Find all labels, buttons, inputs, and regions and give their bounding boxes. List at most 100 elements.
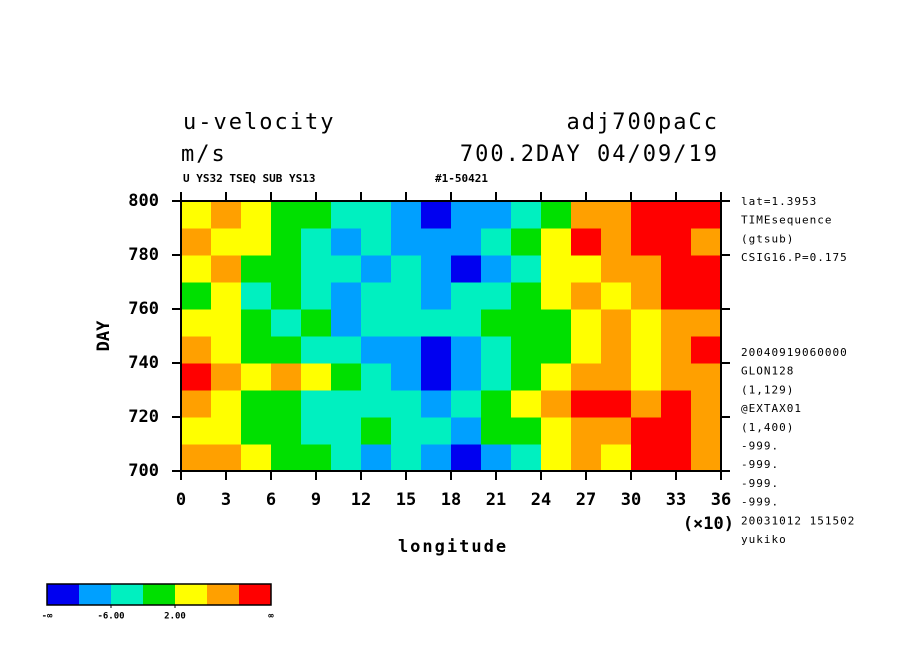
cell — [451, 390, 482, 418]
cell — [301, 363, 332, 391]
cell — [451, 417, 482, 445]
colorbar-frame — [46, 583, 272, 606]
cell — [271, 309, 302, 337]
cell — [181, 336, 212, 364]
colorbar-box — [239, 584, 271, 605]
cell — [181, 282, 212, 310]
colorbar-box — [143, 584, 175, 605]
cell — [571, 336, 602, 364]
cell — [331, 336, 362, 364]
cell — [181, 444, 212, 472]
cell — [361, 444, 392, 472]
cell — [541, 255, 572, 283]
y-axis-label: DAY — [94, 320, 114, 351]
cell — [661, 444, 692, 472]
cell — [211, 417, 242, 445]
cell — [601, 282, 632, 310]
cell — [511, 282, 542, 310]
cell — [181, 201, 212, 229]
cell — [541, 390, 572, 418]
info-text: @EXTAX01 — [741, 402, 802, 415]
title: u-velocity — [183, 110, 335, 135]
cell — [451, 201, 482, 229]
cell — [271, 417, 302, 445]
cell — [511, 309, 542, 337]
cell — [331, 282, 362, 310]
cell — [481, 444, 512, 472]
cell — [481, 255, 512, 283]
cell — [181, 417, 212, 445]
cell — [601, 390, 632, 418]
cell — [301, 336, 332, 364]
cell — [511, 201, 542, 229]
cell — [691, 228, 722, 256]
cell — [301, 282, 332, 310]
cell — [421, 255, 452, 283]
cell — [451, 282, 482, 310]
cell — [661, 309, 692, 337]
cell — [661, 363, 692, 391]
cell — [391, 201, 422, 229]
cell — [331, 201, 362, 229]
cell — [241, 228, 272, 256]
info-text: yukiko — [741, 533, 787, 546]
info-text: -999. — [741, 458, 779, 471]
subtitle-right: 700.2DAY 04/09/19 — [460, 142, 719, 167]
cell — [301, 201, 332, 229]
cell — [271, 390, 302, 418]
cell — [301, 255, 332, 283]
cell — [661, 336, 692, 364]
cell — [331, 309, 362, 337]
cell — [181, 363, 212, 391]
x-tick-label: 9 — [311, 490, 321, 510]
info-text: (1,400) — [741, 421, 794, 434]
info-text: CSIG16.P=0.175 — [741, 251, 848, 264]
cell — [391, 228, 422, 256]
cell — [661, 255, 692, 283]
cell — [691, 363, 722, 391]
cell — [481, 336, 512, 364]
cell — [631, 309, 662, 337]
cell — [301, 444, 332, 472]
cell — [361, 417, 392, 445]
cell — [331, 444, 362, 472]
cell — [241, 309, 272, 337]
cell — [571, 309, 602, 337]
x-tick-label: 12 — [351, 490, 371, 510]
cell — [691, 336, 722, 364]
cell — [481, 228, 512, 256]
y-tick-label: 700 — [128, 461, 159, 481]
cell — [571, 282, 602, 310]
cell — [631, 282, 662, 310]
colorbar-box — [207, 584, 239, 605]
cell — [691, 201, 722, 229]
cell — [541, 282, 572, 310]
cell — [691, 309, 722, 337]
cell — [691, 390, 722, 418]
x-tick-label: 30 — [621, 490, 641, 510]
cell — [541, 309, 572, 337]
cell — [631, 390, 662, 418]
cell — [631, 417, 662, 445]
cell — [331, 390, 362, 418]
x-tick-label: 6 — [266, 490, 276, 510]
cell — [241, 336, 272, 364]
cell — [541, 336, 572, 364]
cell — [451, 363, 482, 391]
cell — [211, 309, 242, 337]
info-text: 20040919060000 — [741, 346, 848, 359]
cell — [241, 363, 272, 391]
cell — [511, 363, 542, 391]
cell — [361, 309, 392, 337]
cell — [661, 417, 692, 445]
cell — [241, 255, 272, 283]
cell — [301, 228, 332, 256]
cell — [421, 417, 452, 445]
cell — [331, 255, 362, 283]
cell — [571, 201, 602, 229]
cell — [361, 336, 392, 364]
cell — [481, 309, 512, 337]
cell — [541, 201, 572, 229]
title-right: adj700paCc — [567, 110, 719, 135]
